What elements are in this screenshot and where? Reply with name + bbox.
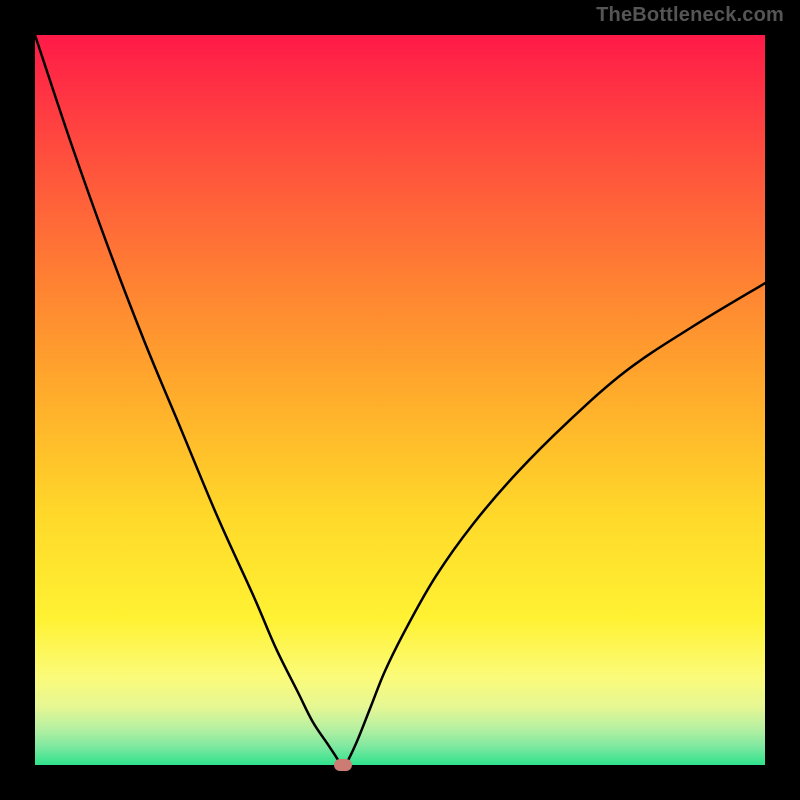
chart-plot-area <box>35 35 765 765</box>
watermark-text: TheBottleneck.com <box>596 4 784 27</box>
gradient-background <box>35 35 765 765</box>
optimal-point-marker <box>334 759 352 771</box>
chart-svg <box>35 35 765 765</box>
